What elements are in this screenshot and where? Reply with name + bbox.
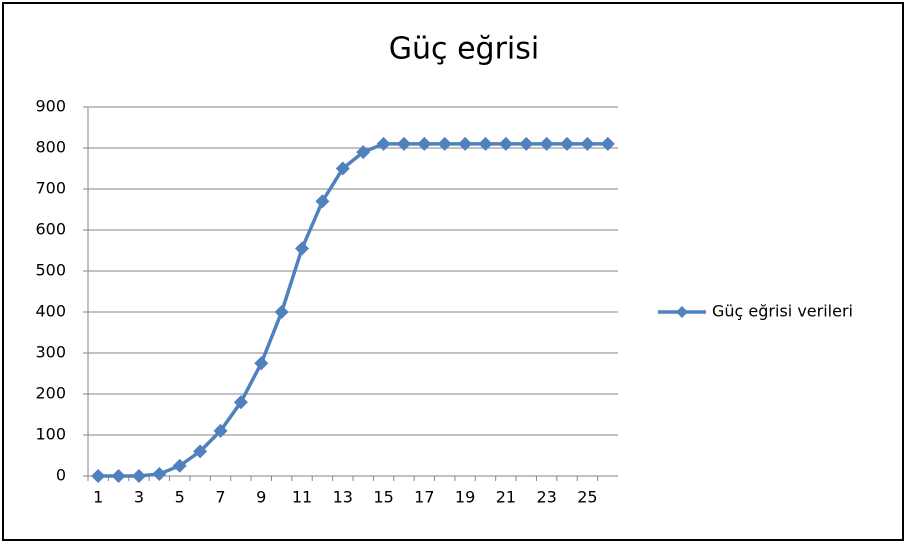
data-point [295,241,310,256]
x-tick-label: 7 [215,488,225,507]
x-tick-label: 15 [373,488,393,507]
data-point [254,356,269,371]
x-tick-label: 19 [455,488,475,507]
data-point [213,423,228,438]
y-tick-label: 600 [35,220,66,239]
data-point [560,136,575,151]
x-tick-label: 17 [414,488,434,507]
data-point [600,136,615,151]
data-point [274,305,289,319]
legend-label: Güç eğrisi verileri [712,302,853,321]
x-tick-label: 13 [333,488,353,507]
y-tick-label: 700 [35,179,66,198]
data-point [437,136,452,151]
x-tick-label: 25 [577,488,597,507]
data-point [193,444,208,459]
x-tick-label: 9 [256,488,266,507]
y-tick-label: 500 [35,261,66,280]
y-tick-label: 800 [35,138,66,157]
data-point [233,395,248,410]
chart-title: Güç eğrisi [389,32,539,67]
y-tick-label: 900 [35,97,66,116]
x-tick-label: 5 [175,488,185,507]
y-tick-label: 300 [35,343,66,362]
data-point [131,469,146,483]
data-point [172,458,187,473]
data-point [498,136,513,151]
data-point [376,136,391,151]
data-point [417,136,432,151]
data-point [519,136,534,151]
x-tick-label: 1 [93,488,103,507]
x-tick-label: 11 [292,488,312,507]
y-tick-label: 400 [35,302,66,321]
data-point [335,161,350,176]
y-tick-label: 0 [56,466,66,485]
data-point [315,194,330,209]
data-point [91,469,106,483]
x-tick-label: 3 [134,488,144,507]
data-point [580,136,595,151]
data-point [152,466,167,481]
data-point [356,145,371,160]
y-tick-label: 100 [35,425,66,444]
x-tick-label: 21 [496,488,516,507]
data-point [111,469,126,483]
y-tick-label: 200 [35,384,66,403]
data-point [458,136,473,151]
data-point [478,136,493,151]
data-point [539,136,554,151]
legend-marker [676,306,688,318]
data-point [396,136,411,151]
x-tick-label: 23 [536,488,556,507]
